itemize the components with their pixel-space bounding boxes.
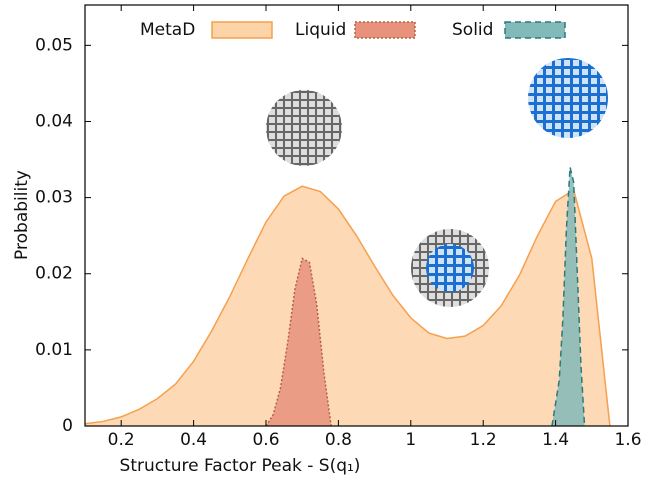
y-tick-label: 0	[62, 416, 73, 436]
axes-frame	[84, 4, 629, 427]
x-tick-label: 0.8	[325, 430, 352, 450]
area-edge	[265, 257, 332, 427]
x-tick-label: 0.2	[108, 430, 135, 450]
area	[85, 186, 610, 426]
y-tick-label: 0.01	[35, 340, 73, 360]
area	[551, 167, 585, 426]
area	[266, 258, 332, 426]
legend-label: Solid	[452, 20, 493, 40]
legend-swatch	[354, 21, 416, 39]
legend-label: Liquid	[295, 20, 346, 40]
legend-label: MetaD	[140, 20, 195, 40]
x-tick-label: 1	[405, 430, 416, 450]
x-tick-label: 1.2	[470, 430, 497, 450]
y-axis-label: Probability	[12, 170, 32, 260]
area-edge	[84, 185, 611, 427]
plot-area	[84, 166, 611, 427]
x-tick-label: 1.4	[542, 430, 569, 450]
y-tick-label: 0.02	[35, 264, 73, 284]
y-tick-label: 0.05	[35, 35, 73, 55]
x-tick-label: 1.6	[614, 430, 641, 450]
legend-swatch	[211, 21, 273, 39]
solid-particle-image	[528, 58, 608, 138]
x-tick-label: 0.4	[180, 430, 207, 450]
mixed-particle-core	[426, 244, 474, 292]
legend-swatch	[504, 21, 566, 39]
liquid-particle-image	[266, 90, 342, 166]
x-axis-label: Structure Factor Peak - S(q₁)	[120, 456, 361, 476]
y-tick-label: 0.04	[35, 111, 73, 131]
y-tick-label: 0.03	[35, 188, 73, 208]
x-tick-label: 0.6	[252, 430, 279, 450]
